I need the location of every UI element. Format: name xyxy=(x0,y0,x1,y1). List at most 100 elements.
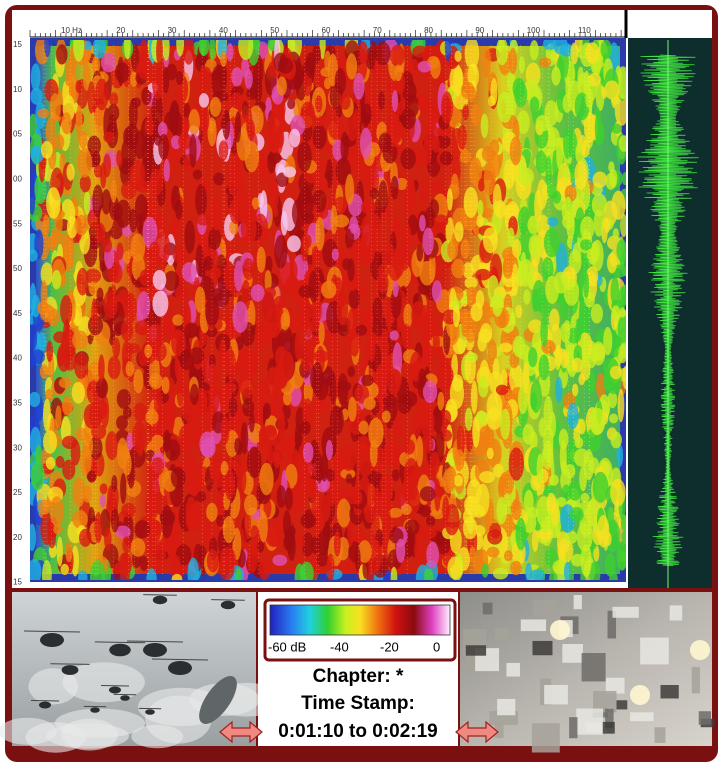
spectral-blob xyxy=(336,498,351,528)
spectral-blob xyxy=(305,52,316,79)
spectral-blob xyxy=(223,260,236,291)
spectral-blob xyxy=(334,530,341,557)
spectral-blob xyxy=(563,278,580,306)
spectral-blob xyxy=(285,277,294,291)
spectral-blob xyxy=(464,276,478,289)
spectral-blob xyxy=(372,296,383,325)
spectral-blob xyxy=(326,553,335,580)
spectral-blob xyxy=(65,541,73,563)
spectral-blob xyxy=(383,395,398,408)
spectral-blob xyxy=(462,104,469,121)
spectral-blob xyxy=(470,103,482,126)
spectral-blob xyxy=(527,215,540,235)
spectral-blob xyxy=(452,304,461,328)
spectral-blob xyxy=(379,474,395,497)
spectral-blob xyxy=(179,349,194,371)
spectral-blob xyxy=(594,112,602,144)
spectral-blob xyxy=(30,558,42,580)
spectral-blob xyxy=(394,64,403,82)
spectral-blob xyxy=(333,196,348,214)
spectral-blob xyxy=(146,568,157,580)
spectral-blob xyxy=(297,186,314,221)
spectral-blob xyxy=(611,123,622,134)
spectral-blob xyxy=(392,342,403,376)
spectral-blob xyxy=(578,373,586,386)
spectral-blob xyxy=(618,343,626,364)
spectral-blob xyxy=(282,166,297,178)
spectral-blob xyxy=(536,179,548,210)
spectral-blob xyxy=(38,499,52,515)
spectral-blob xyxy=(272,554,288,566)
spectral-blob xyxy=(535,150,547,174)
spectral-blob xyxy=(315,452,323,484)
spectral-blob xyxy=(135,180,151,193)
spectral-blob xyxy=(449,377,465,410)
spectral-blob xyxy=(377,263,390,279)
spectral-blob xyxy=(75,104,83,138)
spectral-blob xyxy=(195,491,207,503)
building xyxy=(532,599,557,617)
spectral-blob xyxy=(591,241,600,263)
spectral-blob xyxy=(244,349,258,377)
spectral-blob xyxy=(222,515,235,544)
spectral-blob xyxy=(198,93,210,108)
helicopter-rotor xyxy=(50,663,90,665)
spectral-blob xyxy=(340,131,349,163)
smoke xyxy=(46,723,130,749)
spectral-blob xyxy=(303,379,313,405)
spectral-blob xyxy=(214,292,229,308)
spectral-blob xyxy=(369,187,379,200)
spectral-blob xyxy=(211,267,222,279)
spectral-blob xyxy=(353,72,365,100)
building xyxy=(630,712,654,722)
spectral-blob xyxy=(192,169,203,180)
spectral-blob xyxy=(552,40,568,55)
spectral-blob xyxy=(402,438,416,455)
spectral-blob xyxy=(396,538,406,563)
building xyxy=(569,717,578,739)
spectral-blob xyxy=(253,77,263,104)
spectral-blob xyxy=(209,40,216,61)
spectral-blob xyxy=(139,269,153,287)
spectral-blob xyxy=(368,417,384,448)
freq-label: 100 xyxy=(527,26,541,35)
spectral-blob xyxy=(545,155,552,188)
spectral-blob xyxy=(218,338,227,373)
spectral-blob xyxy=(259,462,274,496)
spectral-blob xyxy=(164,439,181,461)
spectral-blob xyxy=(121,502,136,518)
spectral-blob xyxy=(310,536,320,555)
spectral-blob xyxy=(152,67,164,100)
spectral-blob xyxy=(195,213,212,226)
spectral-blob xyxy=(194,286,206,313)
spectral-blob xyxy=(222,109,231,140)
spectral-blob xyxy=(336,293,348,326)
spectral-blob xyxy=(258,558,271,580)
spectral-blob xyxy=(282,391,292,406)
time-label: 00 xyxy=(13,175,22,184)
spectral-blob xyxy=(171,329,187,357)
freq-label: 40 xyxy=(219,26,228,35)
spectral-blob xyxy=(122,536,132,553)
spectral-blob xyxy=(387,122,404,144)
spectral-blob xyxy=(487,529,503,545)
spectral-blob xyxy=(493,463,504,478)
spectral-blob xyxy=(152,290,169,317)
spectral-blob xyxy=(115,199,132,228)
spectral-blob xyxy=(103,131,115,143)
building xyxy=(494,722,504,739)
spectral-blob xyxy=(154,540,166,566)
spectral-blob xyxy=(543,40,557,51)
spectral-blob xyxy=(295,430,303,447)
spectral-blob xyxy=(234,111,242,143)
spectral-blob xyxy=(295,69,307,101)
spectral-blob xyxy=(422,526,437,539)
spectral-blob xyxy=(66,215,78,239)
spectral-blob xyxy=(347,396,357,422)
spectral-blob xyxy=(176,40,185,57)
spectral-blob xyxy=(171,573,183,580)
building xyxy=(497,698,516,716)
spectral-blob xyxy=(331,339,339,361)
spectral-blob xyxy=(604,80,620,100)
spectral-blob xyxy=(234,260,244,292)
